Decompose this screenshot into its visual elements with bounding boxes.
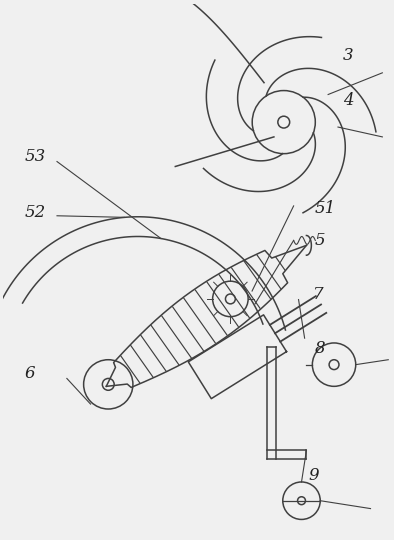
Text: 7: 7 <box>313 286 324 303</box>
Text: 5: 5 <box>314 232 325 249</box>
Text: 51: 51 <box>314 200 336 218</box>
Text: 6: 6 <box>24 365 35 382</box>
Text: 4: 4 <box>343 92 353 109</box>
Text: 3: 3 <box>343 46 353 64</box>
Text: 9: 9 <box>309 467 319 483</box>
Text: 53: 53 <box>24 148 46 165</box>
Text: 52: 52 <box>24 204 46 221</box>
Text: 8: 8 <box>314 340 325 357</box>
